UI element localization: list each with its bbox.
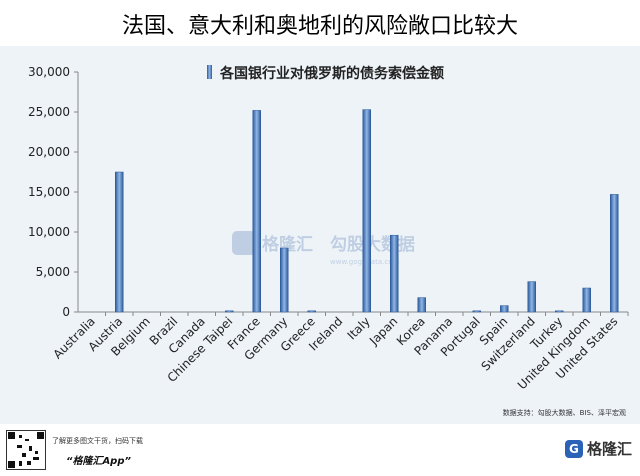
qr-cell (17, 445, 22, 448)
page-title: 法国、意大利和奥地利的风险敞口比较大 (121, 14, 518, 39)
chart-area: 格隆汇 勾股大数据 www.gogudata.com 05,00010,0001… (0, 46, 640, 466)
qr-cell (35, 451, 38, 454)
bar-chinese-taipei (225, 310, 234, 313)
axes (74, 71, 629, 316)
x-tick-labels: AustraliaAustriaBelgiumBrazilCanadaChine… (50, 314, 620, 392)
qr-code[interactable] (6, 430, 46, 470)
bar-turkey (555, 310, 564, 313)
bar-switzerland (527, 281, 536, 313)
bar-germany (280, 247, 289, 313)
y-tick-label: 5,000 (36, 265, 70, 279)
y-tick-label: 15,000 (28, 185, 70, 199)
footer-download-text: 了解更多图文干货，扫码下载 (52, 437, 143, 445)
footer-brand[interactable]: G 格隆汇 (564, 438, 632, 459)
legend-label: 各国银行业对俄罗斯的债务索偿金额 (219, 65, 444, 82)
qr-cell (22, 453, 26, 457)
footer-brand-name: 格隆汇 (586, 440, 632, 458)
source-note: 数据支持：勾股大数据、BIS、泽平宏观 (502, 409, 626, 417)
y-tick-label: 0 (62, 305, 70, 319)
bar-korea (417, 297, 426, 313)
legend: 各国银行业对俄罗斯的债务索偿金额 (207, 65, 444, 82)
bar-austria (115, 171, 124, 313)
qr-cell (19, 435, 22, 438)
watermark-site: 勾股大数据 (330, 234, 415, 255)
footer-app-name: “格隆汇App” (66, 456, 131, 467)
y-tick-label: 20,000 (28, 145, 70, 159)
legend-swatch (207, 65, 212, 79)
qr-cell (25, 439, 29, 441)
qr-cell (8, 432, 15, 439)
y-tick-label: 10,000 (28, 225, 70, 239)
qr-cell (29, 446, 32, 451)
bar-france (252, 110, 261, 313)
qr-cell (33, 457, 39, 460)
bar-greece (307, 310, 316, 313)
y-tick-label: 30,000 (28, 65, 70, 79)
watermark-brand: 格隆汇 (262, 234, 313, 255)
bar-chart: 格隆汇 勾股大数据 www.gogudata.com 05,00010,0001… (28, 65, 629, 392)
brand-logo-icon: G (564, 439, 583, 458)
watermark-logo (232, 231, 256, 255)
qr-cell (19, 461, 22, 466)
y-tick-labels: 0 5,000 10,000 15,000 20,000 25,000 30,000 (28, 65, 70, 319)
footer: 了解更多图文干货，扫码下载 “格隆汇App” G 格隆汇 (0, 424, 640, 476)
qr-cell (37, 432, 44, 439)
qr-cell (27, 461, 31, 465)
bar-spain (500, 305, 509, 313)
y-tick-label: 25,000 (28, 105, 70, 119)
bars (115, 109, 619, 313)
bar-united-kingdom (582, 287, 591, 313)
bar-italy (362, 109, 371, 313)
bar-japan (390, 234, 399, 313)
bar-united-states (610, 194, 619, 313)
bar-portugal (472, 310, 481, 313)
qr-cell (8, 461, 15, 468)
x-tick-label: Japan (366, 314, 400, 348)
